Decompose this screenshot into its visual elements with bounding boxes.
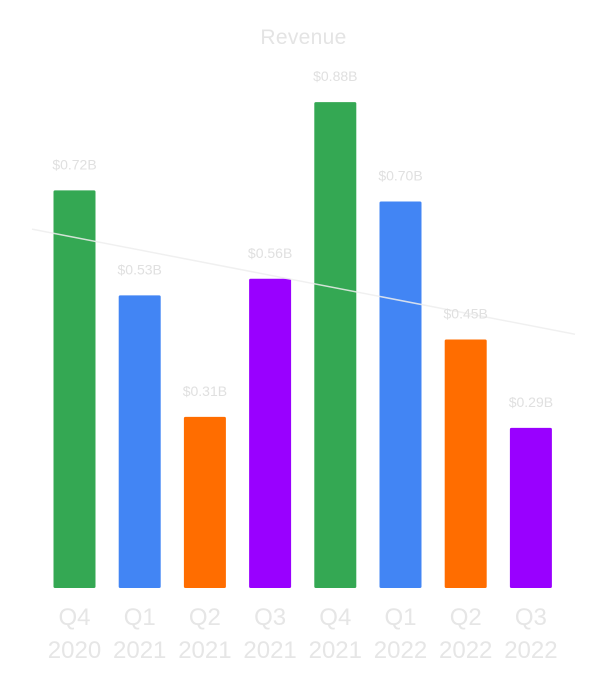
x-tick-label-0-1: 2020 — [48, 637, 101, 664]
x-tick-label-4-1: 2021 — [309, 637, 362, 664]
x-tick-label-6-0: Q2 — [450, 604, 482, 631]
value-label-5: $0.70B — [378, 167, 422, 183]
x-tick-label-7-1: 2022 — [504, 637, 557, 664]
x-tick-label-5-1: 2022 — [374, 637, 427, 664]
x-tick-label-3-0: Q3 — [254, 604, 286, 631]
value-label-7: $0.29B — [509, 394, 553, 410]
bar-4 — [314, 102, 357, 588]
x-tick-label-2-0: Q2 — [189, 604, 221, 631]
value-label-4: $0.88B — [313, 68, 357, 84]
value-label-3: $0.56B — [248, 245, 292, 261]
chart-title: Revenue — [260, 26, 347, 49]
x-tick-label-3-1: 2021 — [243, 637, 296, 664]
bar-7 — [509, 427, 552, 588]
x-tick-label-7-0: Q3 — [515, 604, 547, 631]
bar-6 — [444, 339, 487, 588]
value-label-2: $0.31B — [183, 383, 227, 399]
value-label-6: $0.45B — [444, 306, 488, 322]
x-tick-label-1-1: 2021 — [113, 637, 166, 664]
bar-1 — [118, 295, 161, 588]
x-tick-label-1-0: Q1 — [124, 604, 156, 631]
x-tick-label-5-0: Q1 — [384, 604, 416, 631]
x-tick-label-0-0: Q4 — [58, 604, 90, 631]
x-tick-label-4-0: Q4 — [319, 604, 351, 631]
bar-2 — [183, 416, 226, 588]
bar-0 — [53, 190, 96, 588]
value-label-1: $0.53B — [118, 261, 162, 277]
x-tick-label-6-1: 2022 — [439, 637, 492, 664]
bar-5 — [379, 201, 422, 588]
x-tick-label-2-1: 2021 — [178, 637, 231, 664]
bar-3 — [249, 278, 292, 588]
value-label-0: $0.72B — [52, 156, 96, 172]
trendline — [31, 228, 576, 335]
